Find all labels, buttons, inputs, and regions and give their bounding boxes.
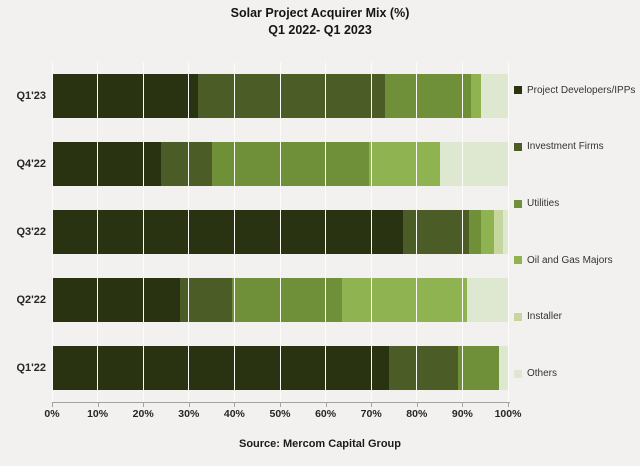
bar-rows bbox=[52, 62, 508, 402]
bar-segment bbox=[52, 210, 404, 254]
gridline bbox=[51, 62, 53, 402]
legend-swatch-icon bbox=[514, 369, 522, 378]
x-tick-mark bbox=[188, 403, 190, 407]
x-tick-label: 40% bbox=[223, 408, 245, 420]
gridline bbox=[279, 62, 281, 402]
x-tick-mark bbox=[280, 403, 281, 407]
bar-segment bbox=[52, 346, 390, 390]
gridline bbox=[233, 62, 235, 402]
legend-item-installer: Installer bbox=[514, 311, 638, 322]
bar-segment bbox=[498, 346, 508, 390]
bar-segment bbox=[211, 142, 369, 186]
x-tick-label: 70% bbox=[360, 408, 382, 420]
legend-label: Investment Firms bbox=[527, 141, 604, 153]
bar-segment bbox=[439, 142, 508, 186]
legend-swatch-icon bbox=[514, 256, 522, 265]
x-tick-label: 10% bbox=[87, 408, 109, 420]
bar-segment bbox=[471, 74, 481, 118]
legend-label: Others bbox=[527, 368, 558, 380]
chart-title-line1: Solar Project Acquirer Mix (%) bbox=[230, 6, 410, 20]
legend-item-investment-firms: Investment Firms bbox=[514, 141, 638, 152]
bar-segment bbox=[494, 210, 504, 254]
y-category-label: Q4'22 bbox=[16, 158, 46, 170]
bar-segment bbox=[466, 278, 508, 322]
x-tick-label: 20% bbox=[132, 408, 154, 420]
bar-segment bbox=[480, 74, 508, 118]
bar-row-q122 bbox=[52, 346, 508, 390]
legend-label: Project Developers/IPPs bbox=[527, 84, 636, 96]
y-category-label: Q1'22 bbox=[16, 362, 46, 374]
bar-row-q222 bbox=[52, 278, 508, 322]
y-axis-labels: Q1'23 Q4'22 Q3'22 Q2'22 Q1'22 bbox=[0, 62, 46, 402]
bar-row-q123 bbox=[52, 74, 508, 118]
legend-label: Utilities bbox=[527, 198, 560, 210]
gridline bbox=[370, 62, 372, 402]
legend-swatch-icon bbox=[514, 312, 522, 321]
bar-row-q422 bbox=[52, 142, 508, 186]
gridline bbox=[416, 62, 418, 402]
x-tick-mark bbox=[325, 403, 327, 407]
legend-label: Oil and Gas Majors bbox=[527, 254, 613, 266]
x-tick-label: 60% bbox=[315, 408, 337, 420]
bar-segment bbox=[389, 346, 458, 390]
bar-segment bbox=[52, 278, 180, 322]
x-tick-mark bbox=[97, 403, 99, 407]
bar-segment bbox=[480, 210, 495, 254]
legend-item-oil-and-gas-majors: Oil and Gas Majors bbox=[514, 255, 638, 266]
gridline bbox=[325, 62, 327, 402]
bar-segment bbox=[403, 210, 470, 254]
x-tick-label: 90% bbox=[451, 408, 473, 420]
x-tick-mark bbox=[143, 403, 145, 407]
gridline bbox=[97, 62, 99, 402]
gridline bbox=[507, 62, 509, 402]
y-category-label: Q2'22 bbox=[16, 294, 46, 306]
bar-segment bbox=[197, 74, 385, 118]
x-tick-label: 100% bbox=[494, 408, 522, 420]
plot-area bbox=[51, 62, 509, 402]
legend: Project Developers/IPPs Investment Firms U… bbox=[514, 62, 638, 402]
x-tick-label: 50% bbox=[269, 408, 291, 420]
legend-swatch-icon bbox=[514, 199, 522, 208]
bar-segment bbox=[368, 142, 440, 186]
gridline bbox=[188, 62, 190, 402]
x-tick-label: 80% bbox=[406, 408, 428, 420]
bar-segment bbox=[457, 346, 499, 390]
legend-label: Installer bbox=[527, 311, 563, 323]
bar-row-q322 bbox=[52, 210, 508, 254]
chart-title: Solar Project Acquirer Mix (%) Q1 2022- … bbox=[0, 5, 640, 39]
x-tick-mark bbox=[416, 403, 418, 407]
gridline bbox=[142, 62, 144, 402]
bar-segment bbox=[52, 74, 198, 118]
x-axis-line bbox=[52, 402, 510, 403]
x-tick-mark bbox=[371, 403, 373, 407]
legend-item-project-developers-ipps: Project Developers/IPPs bbox=[514, 85, 638, 96]
x-tick-mark bbox=[234, 403, 236, 407]
x-tick-mark bbox=[508, 403, 509, 407]
legend-swatch-icon bbox=[514, 86, 522, 95]
bar-segment bbox=[384, 74, 472, 118]
legend-swatch-icon bbox=[514, 142, 522, 151]
chart-title-line2: Q1 2022- Q1 2023 bbox=[268, 23, 372, 37]
y-category-label: Q3'22 bbox=[16, 226, 46, 238]
bar-segment bbox=[341, 278, 467, 322]
x-tick-label: 0% bbox=[44, 408, 60, 420]
source-text: Source: Mercom Capital Group bbox=[239, 438, 401, 450]
bar-segment bbox=[161, 142, 212, 186]
x-tick-mark bbox=[52, 403, 53, 407]
legend-item-others: Others bbox=[514, 368, 638, 379]
bar-segment bbox=[503, 210, 508, 254]
bar-segment bbox=[52, 142, 162, 186]
x-axis-labels: 0% 10% 20% 30% 40% 50% 60% 70% 80% 90% 100% bbox=[0, 408, 640, 422]
x-tick-label: 30% bbox=[178, 408, 200, 420]
bar-segment bbox=[232, 278, 342, 322]
bar-segment bbox=[469, 210, 481, 254]
gridline bbox=[461, 62, 463, 402]
x-tick-mark bbox=[462, 403, 464, 407]
legend-item-utilities: Utilities bbox=[514, 198, 638, 209]
y-category-label: Q1'23 bbox=[16, 90, 46, 102]
